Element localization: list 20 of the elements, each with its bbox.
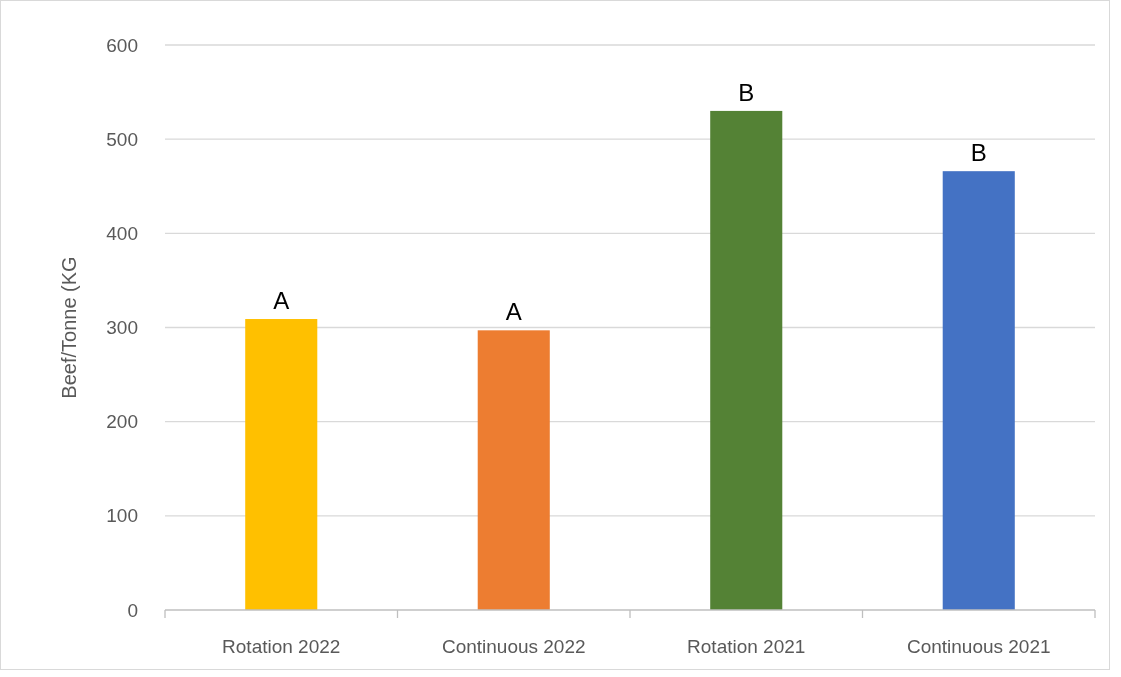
bar	[245, 319, 318, 610]
y-tick-label: 0	[127, 599, 138, 621]
x-tick-label: Rotation 2022	[222, 636, 341, 657]
x-tick-label: Continuous 2022	[441, 636, 586, 657]
annotation: A	[273, 287, 290, 315]
y-tick-label: 100	[106, 505, 138, 527]
annotation: B	[970, 139, 987, 167]
annotation: A	[505, 298, 522, 326]
y-tick-label: 500	[106, 128, 138, 150]
y-tick-label: 600	[106, 34, 138, 56]
x-tick-label: Rotation 2021	[687, 636, 806, 657]
y-tick-label: 400	[106, 222, 138, 244]
y-tick-label: 300	[106, 317, 138, 339]
bar	[710, 110, 783, 610]
y-axis-title: Beef/Tonne (KG	[58, 256, 80, 399]
bar	[477, 330, 550, 610]
bar	[942, 171, 1015, 610]
y-tick-label: 200	[106, 411, 138, 433]
x-tick-label: Continuous 2021	[906, 636, 1051, 657]
annotation: B	[738, 78, 755, 106]
